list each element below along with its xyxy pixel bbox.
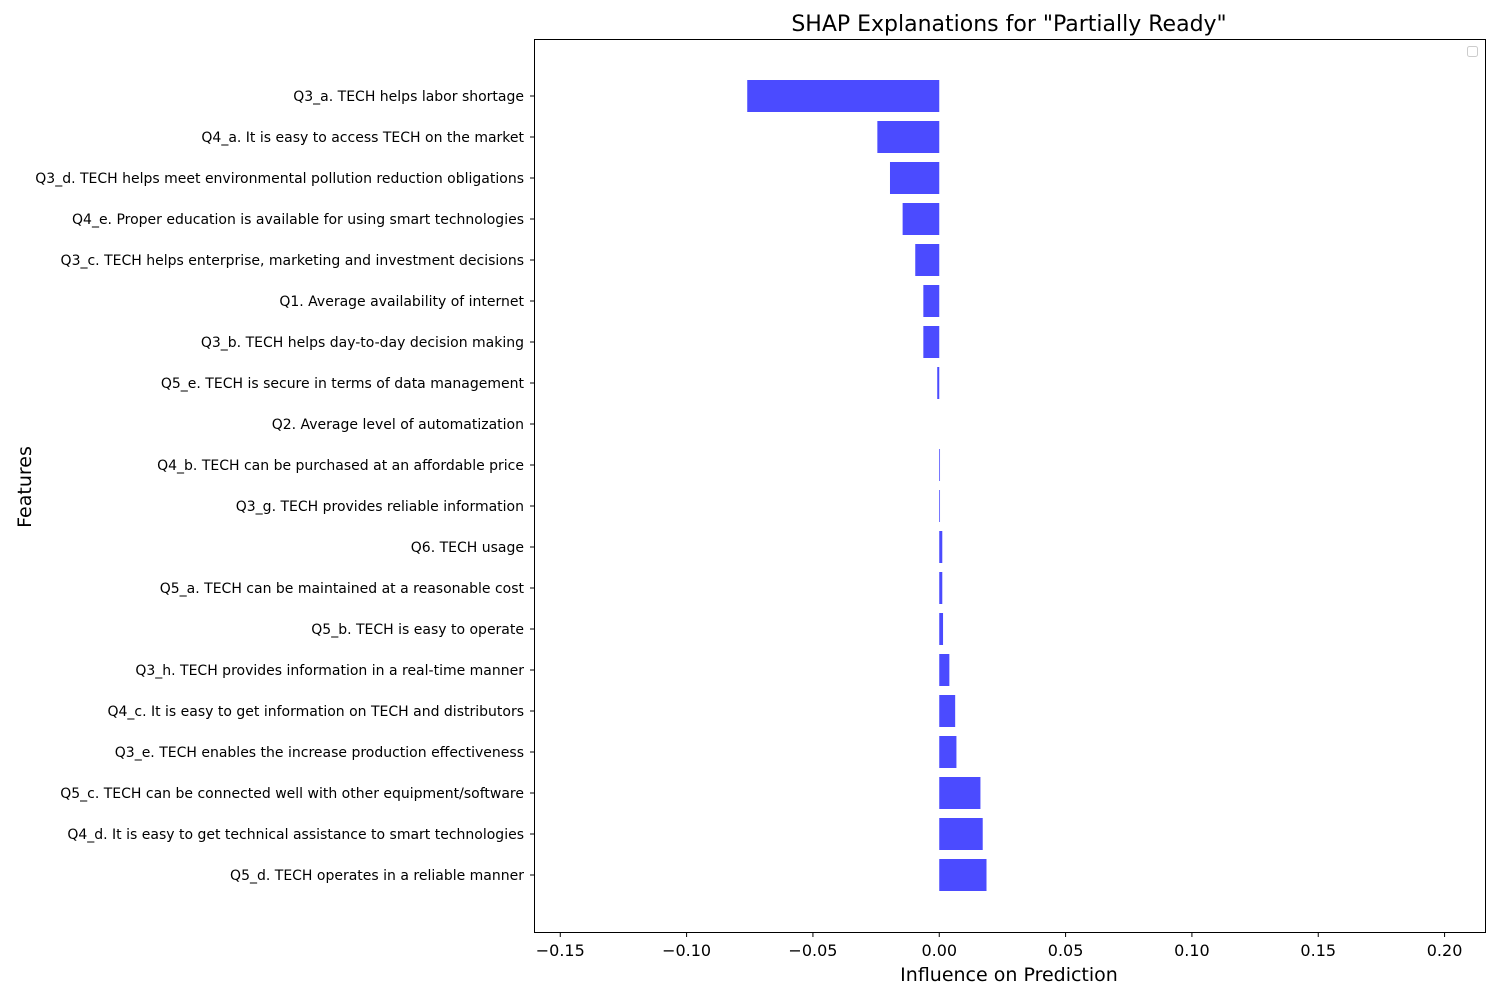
bar xyxy=(939,859,987,891)
y-tick-label: Q3_d. TECH helps meet environmental poll… xyxy=(35,171,524,187)
y-tick-label: Q4_b. TECH can be purchased at an afford… xyxy=(157,458,524,474)
bar xyxy=(939,572,943,604)
y-tick-label: Q5_d. TECH operates in a reliable manner xyxy=(230,868,524,884)
bars-group xyxy=(747,80,987,891)
x-tick-label: 0.05 xyxy=(1048,941,1084,960)
y-tick-label: Q4_c. It is easy to get information on T… xyxy=(107,704,524,720)
bar xyxy=(937,367,940,399)
bar xyxy=(889,162,940,194)
y-tick-label: Q3_c. TECH helps enterprise, marketing a… xyxy=(61,253,524,269)
bar xyxy=(902,203,940,235)
bar xyxy=(939,531,943,563)
bar xyxy=(939,736,957,768)
bar xyxy=(915,244,940,276)
x-axis-ticks: −0.15 −0.10 −0.05 0.00 0.05 0.10 0.15 0.20 xyxy=(536,932,1463,960)
y-tick-label: Q2. Average level of automatization xyxy=(272,417,524,433)
y-tick-label: Q3_g. TECH provides reliable information xyxy=(236,499,524,515)
y-tick-label: Q1. Average availability of internet xyxy=(279,294,524,310)
bar xyxy=(877,121,940,153)
bar xyxy=(939,490,941,522)
bar xyxy=(939,613,944,645)
x-tick-label: 0.15 xyxy=(1300,941,1336,960)
x-tick-label: 0.10 xyxy=(1174,941,1210,960)
bar xyxy=(923,285,940,317)
bar xyxy=(939,695,956,727)
y-tick-label: Q5_e. TECH is secure in terms of data ma… xyxy=(161,376,525,392)
legend-box xyxy=(1467,46,1478,57)
y-tick-label: Q3_h. TECH provides information in a rea… xyxy=(135,663,524,679)
y-tick-label: Q5_b. TECH is easy to operate xyxy=(311,622,524,638)
y-tick-label: Q3_a. TECH helps labor shortage xyxy=(293,89,524,105)
x-tick-label: −0.15 xyxy=(536,941,585,960)
bar xyxy=(939,777,981,809)
x-tick-label: 0.00 xyxy=(921,941,957,960)
plot-frame xyxy=(534,39,1486,933)
y-axis-ticks: Q3_a. TECH helps labor shortage Q4_a. It … xyxy=(35,89,535,884)
bar xyxy=(939,449,941,481)
x-tick-label: −0.10 xyxy=(662,941,711,960)
y-tick-label: Q4_d. It is easy to get technical assist… xyxy=(67,827,524,843)
y-tick-label: Q3_b. TECH helps day-to-day decision mak… xyxy=(201,335,524,351)
bar xyxy=(747,80,940,112)
x-tick-label: −0.05 xyxy=(788,941,837,960)
chart-title: SHAP Explanations for "Partially Ready" xyxy=(791,12,1226,37)
y-tick-label: Q6. TECH usage xyxy=(411,540,524,556)
y-tick-label: Q3_e. TECH enables the increase producti… xyxy=(115,745,524,761)
y-tick-label: Q5_c. TECH can be connected well with ot… xyxy=(60,786,524,802)
y-tick-label: Q4_e. Proper education is available for … xyxy=(72,212,524,228)
bar xyxy=(939,818,983,850)
x-tick-label: 0.20 xyxy=(1427,941,1463,960)
y-tick-label: Q4_a. It is easy to access TECH on the m… xyxy=(201,130,524,146)
x-axis-label: Influence on Prediction xyxy=(900,964,1118,986)
y-tick-label: Q5_a. TECH can be maintained at a reason… xyxy=(160,581,525,597)
bar xyxy=(923,326,940,358)
bar xyxy=(939,654,950,686)
legend xyxy=(1467,46,1478,57)
y-axis-label: Features xyxy=(14,446,36,528)
